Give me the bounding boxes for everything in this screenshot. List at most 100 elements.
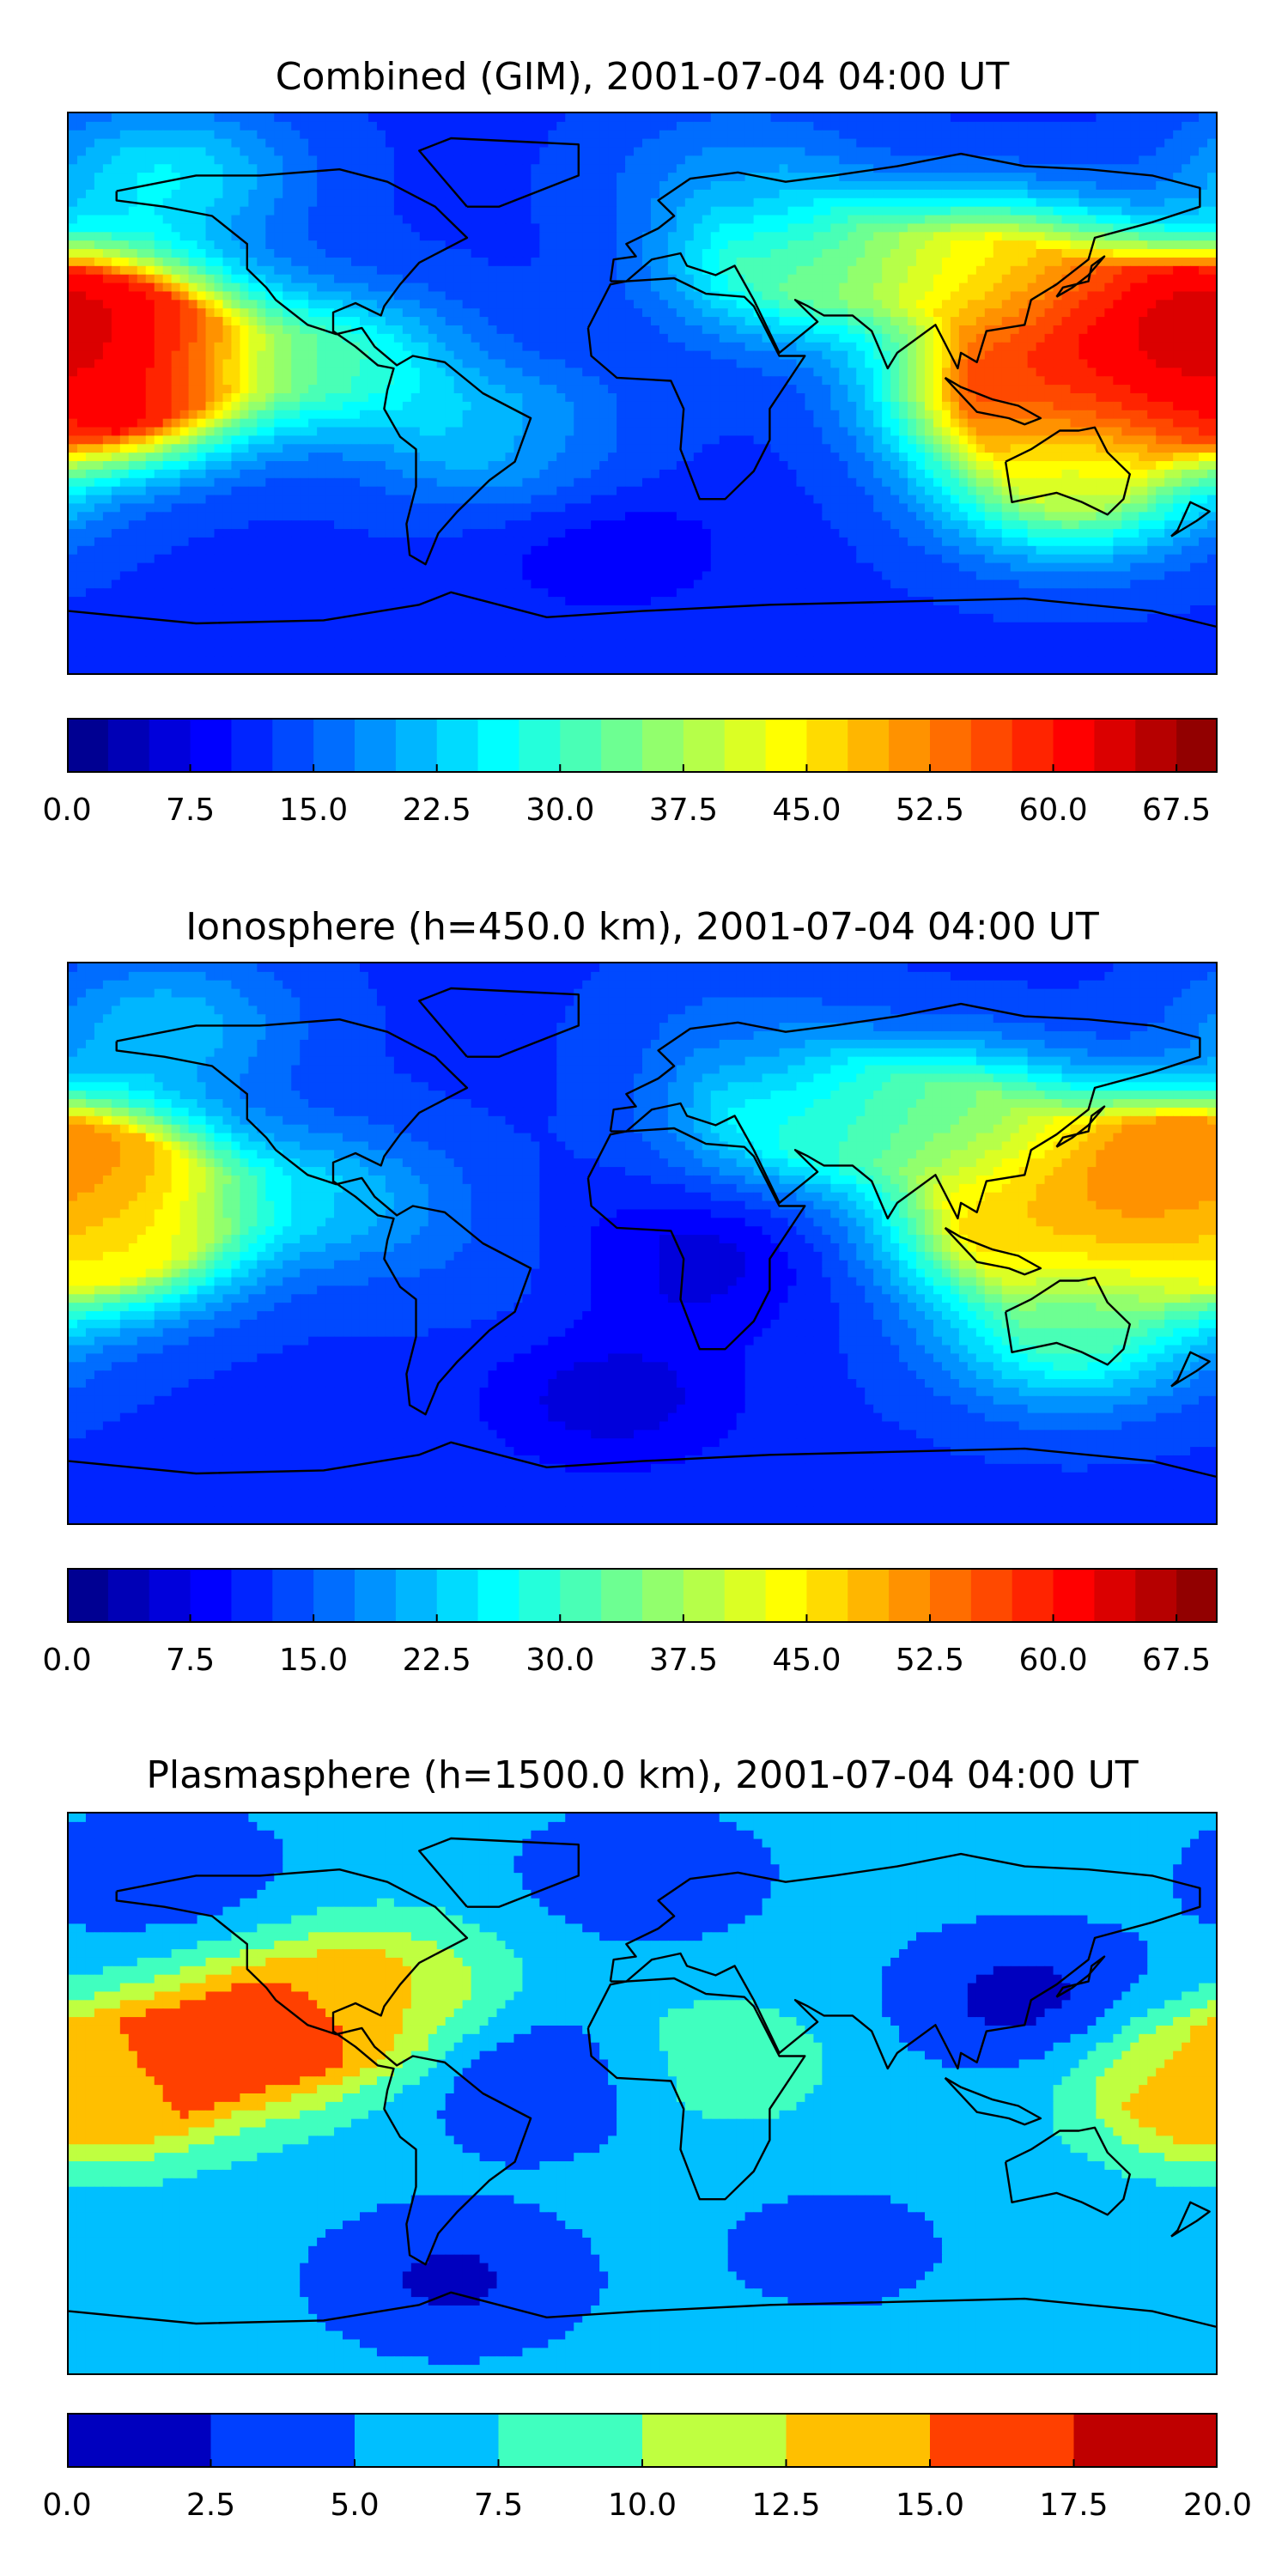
heatmap-cell	[984, 215, 994, 225]
heatmap-cell	[1036, 325, 1046, 335]
heatmap-cell	[154, 385, 164, 394]
heatmap-cell	[967, 173, 977, 182]
heatmap-cell	[1164, 265, 1174, 276]
heatmap-cell	[890, 308, 900, 318]
heatmap-cell	[1156, 206, 1165, 216]
heatmap-cell	[197, 368, 207, 377]
heatmap-cell	[419, 113, 429, 123]
heatmap-cell	[967, 283, 977, 293]
heatmap-cell	[1027, 283, 1037, 293]
heatmap-cell	[154, 393, 164, 403]
heatmap-cell	[1207, 300, 1216, 309]
heatmap-cell	[1044, 206, 1054, 216]
heatmap-cell	[813, 164, 823, 173]
heatmap-cell	[231, 350, 240, 361]
heatmap-cell	[539, 147, 549, 156]
heatmap-cell	[1207, 206, 1216, 216]
heatmap-cell	[1139, 206, 1148, 216]
heatmap-cell	[993, 291, 1003, 301]
heatmap-cell	[436, 197, 447, 208]
heatmap-cell	[445, 197, 455, 208]
heatmap-cell	[1207, 257, 1216, 267]
heatmap-cell	[1139, 232, 1148, 241]
heatmap-cell	[197, 189, 207, 199]
heatmap-cell	[205, 181, 216, 191]
heatmap-cell	[608, 317, 617, 326]
heatmap-cell	[496, 359, 507, 368]
heatmap-cell	[1070, 350, 1080, 361]
heatmap-cell	[958, 265, 969, 276]
heatmap-cell	[676, 342, 686, 352]
heatmap-cell	[111, 130, 121, 140]
heatmap-cell	[419, 325, 429, 335]
heatmap-cell	[308, 232, 318, 241]
heatmap-cell	[736, 164, 746, 173]
heatmap-cell	[813, 393, 823, 403]
heatmap-cell	[1027, 181, 1037, 191]
heatmap-cell	[102, 138, 112, 149]
heatmap-cell	[317, 418, 326, 428]
heatmap-cell	[419, 249, 429, 258]
heatmap-cell	[428, 385, 438, 394]
heatmap-cell	[231, 257, 240, 267]
heatmap-cell	[899, 223, 908, 233]
heatmap-cell	[813, 418, 823, 428]
heatmap-cell	[1061, 215, 1072, 225]
heatmap-cell	[890, 401, 900, 411]
heatmap-cell	[1096, 223, 1105, 233]
heatmap-cell	[359, 291, 369, 301]
heatmap-cell	[967, 385, 977, 394]
heatmap-cell	[308, 401, 318, 411]
heatmap-cell	[676, 147, 686, 156]
heatmap-cell	[634, 274, 643, 284]
heatmap-cell	[471, 410, 481, 420]
heatmap-cell	[890, 147, 900, 156]
heatmap-cell	[736, 232, 746, 241]
heatmap-cell	[676, 410, 686, 420]
heatmap-cell	[154, 249, 164, 258]
heatmap-cell	[376, 232, 386, 241]
heatmap-cell	[385, 189, 395, 199]
heatmap-cell	[248, 232, 258, 241]
heatmap-cell	[240, 181, 249, 191]
heatmap-cell	[642, 232, 652, 241]
heatmap-cell	[1182, 232, 1191, 241]
heatmap-cell	[1078, 249, 1089, 258]
heatmap-cell	[993, 410, 1003, 420]
heatmap-cell	[642, 138, 652, 149]
heatmap-cell	[393, 206, 404, 216]
heatmap-cell	[591, 300, 600, 309]
heatmap-cell	[548, 147, 557, 156]
heatmap-cell	[1121, 393, 1131, 403]
heatmap-cell	[496, 249, 507, 258]
heatmap-cell	[479, 215, 489, 225]
heatmap-cell	[702, 317, 712, 326]
heatmap-cell	[779, 206, 789, 216]
heatmap-cell	[436, 401, 447, 411]
heatmap-cell	[513, 173, 524, 182]
heatmap-cell	[240, 393, 249, 403]
heatmap-cell	[565, 189, 574, 199]
heatmap-cell	[154, 189, 164, 199]
heatmap-cell	[488, 300, 498, 309]
heatmap-cell	[248, 376, 258, 386]
heatmap-cell	[505, 240, 515, 250]
heatmap-cell	[865, 274, 874, 284]
heatmap-cell	[334, 215, 343, 225]
heatmap-cell	[248, 393, 258, 403]
heatmap-cell	[634, 138, 643, 149]
heatmap-cell	[727, 308, 738, 318]
heatmap-cell	[291, 232, 301, 241]
heatmap-cell	[419, 155, 429, 165]
heatmap-cell	[873, 189, 883, 199]
heatmap-cell	[154, 113, 164, 123]
heatmap-cell	[865, 223, 874, 233]
heatmap-cell	[188, 113, 198, 123]
heatmap-cell	[779, 181, 789, 191]
heatmap-cell	[565, 308, 574, 318]
heatmap-cell	[453, 308, 464, 318]
heatmap-cell	[539, 342, 549, 352]
heatmap-cell	[300, 249, 309, 258]
heatmap-cell	[667, 232, 677, 241]
heatmap-cell	[839, 300, 848, 309]
